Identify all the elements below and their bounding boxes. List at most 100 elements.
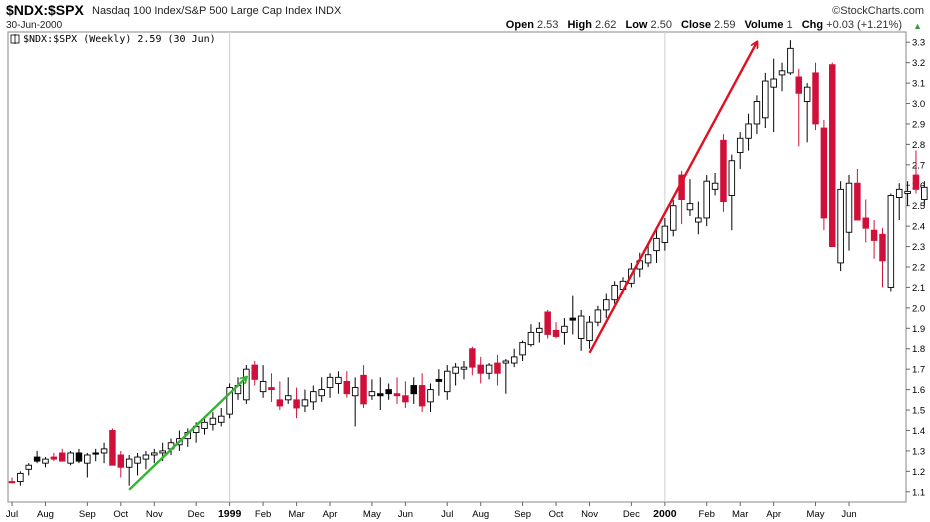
candle[interactable] [544,309,551,339]
candle[interactable] [527,324,535,347]
candle[interactable] [125,455,133,486]
candle[interactable] [151,448,158,464]
candle[interactable] [377,377,384,411]
candle[interactable] [753,95,761,135]
candle[interactable] [762,72,769,129]
candle[interactable] [603,293,610,319]
candle[interactable] [50,452,58,462]
candle[interactable] [519,340,526,361]
candle[interactable] [435,369,443,396]
candle[interactable] [921,181,928,206]
candle[interactable] [686,179,694,216]
candle[interactable] [142,450,150,470]
candle[interactable] [75,448,83,464]
candle[interactable] [711,173,719,196]
candle[interactable] [25,463,32,476]
candle[interactable] [134,452,141,476]
candle[interactable] [912,150,920,194]
candle[interactable] [243,365,250,404]
candle[interactable] [301,389,309,413]
candle[interactable] [226,383,233,419]
candle[interactable] [661,217,669,251]
candle[interactable] [335,371,342,394]
candle[interactable] [418,373,426,413]
candle[interactable] [594,305,602,327]
candle[interactable] [502,358,510,394]
candle[interactable] [393,377,401,404]
candle[interactable] [259,365,267,398]
candle[interactable] [209,412,217,431]
candle[interactable] [217,408,225,427]
candle[interactable] [17,471,24,486]
candle[interactable] [8,477,16,484]
candle[interactable] [326,373,334,398]
candle[interactable] [887,193,895,292]
candle[interactable] [385,383,392,400]
candle[interactable] [720,134,727,212]
candle[interactable] [460,361,468,380]
candle[interactable] [695,201,702,235]
candle[interactable] [402,381,409,408]
candle[interactable] [368,379,376,400]
candle[interactable] [611,281,618,304]
candle[interactable] [318,377,325,402]
candle[interactable] [845,175,853,251]
candle[interactable] [452,363,459,386]
candle[interactable] [494,354,501,386]
candle[interactable] [644,244,652,267]
candle[interactable] [703,175,710,227]
candle[interactable] [201,416,208,435]
candle[interactable] [84,452,91,478]
candle[interactable] [803,83,811,143]
candle[interactable] [42,457,49,468]
candle[interactable] [745,113,752,151]
candle[interactable] [879,228,886,288]
candle[interactable] [485,363,493,380]
candle[interactable] [577,309,585,351]
candle[interactable] [837,181,844,272]
candle[interactable] [33,450,41,464]
candle[interactable] [536,322,543,343]
candle[interactable] [787,40,794,75]
candle[interactable] [410,377,418,404]
candle[interactable] [728,154,736,231]
candle[interactable] [770,58,777,133]
candle[interactable] [812,62,819,131]
candle[interactable] [477,356,484,384]
candle[interactable] [778,62,786,92]
candle[interactable] [109,428,116,466]
candle[interactable] [443,365,451,400]
candle[interactable] [653,230,660,263]
candle[interactable] [351,377,359,427]
candle[interactable] [854,168,861,221]
candle[interactable] [100,442,108,464]
candle[interactable] [343,371,351,398]
candle[interactable] [469,346,476,376]
candle[interactable] [284,377,292,404]
candle[interactable] [552,322,560,339]
candle[interactable] [92,448,99,462]
candle[interactable] [58,448,66,462]
brand-label[interactable]: ©StockCharts.com [832,5,924,17]
candle[interactable] [251,361,258,386]
candle[interactable] [870,220,878,259]
candle[interactable] [795,68,803,147]
candle[interactable] [310,385,317,411]
candle[interactable] [427,383,434,413]
candle[interactable] [586,316,593,349]
candle[interactable] [276,381,284,411]
candle[interactable] [360,365,367,408]
candle[interactable] [293,387,300,419]
candle[interactable] [569,295,577,335]
candle[interactable] [820,119,828,231]
candle[interactable] [829,62,836,248]
candle[interactable] [561,318,568,345]
candle[interactable] [117,450,125,478]
candle[interactable] [510,348,518,368]
candle[interactable] [669,199,677,237]
candle[interactable] [268,373,275,402]
candle[interactable] [895,183,903,220]
candle[interactable] [67,450,74,466]
candle[interactable] [904,181,911,206]
